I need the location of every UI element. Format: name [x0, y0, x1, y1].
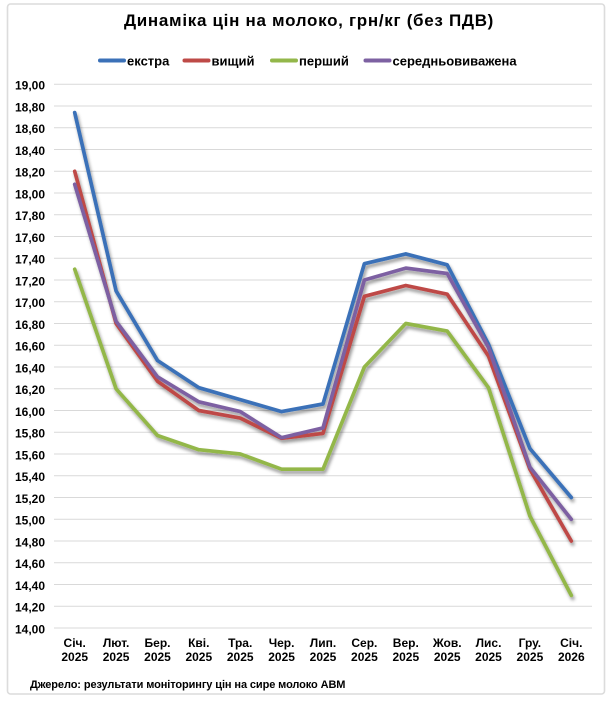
- svg-text:14,00: 14,00: [15, 622, 45, 636]
- svg-text:2026: 2026: [558, 650, 585, 664]
- svg-text:2025: 2025: [517, 650, 544, 664]
- svg-text:15,00: 15,00: [15, 514, 45, 528]
- svg-text:14,20: 14,20: [15, 601, 45, 615]
- svg-text:16,80: 16,80: [15, 318, 45, 332]
- svg-text:14,80: 14,80: [15, 535, 45, 549]
- svg-text:16,20: 16,20: [15, 383, 45, 397]
- svg-text:екстра: екстра: [127, 54, 170, 69]
- svg-text:15,80: 15,80: [15, 427, 45, 441]
- svg-text:18,20: 18,20: [15, 166, 45, 180]
- svg-text:Лип.: Лип.: [310, 636, 336, 650]
- svg-text:17,00: 17,00: [15, 296, 45, 310]
- svg-text:середньовиважена: середньовиважена: [393, 54, 518, 69]
- svg-text:2025: 2025: [268, 650, 295, 664]
- svg-text:Гру.: Гру.: [519, 636, 541, 650]
- svg-text:перший: перший: [299, 54, 349, 69]
- svg-text:Сер.: Сер.: [351, 636, 377, 650]
- svg-text:Лют.: Лют.: [103, 636, 130, 650]
- svg-text:17,40: 17,40: [15, 253, 45, 267]
- svg-text:Динаміка цін на молоко, грн/кг: Динаміка цін на молоко, грн/кг (без ПДВ): [124, 11, 494, 30]
- svg-text:2025: 2025: [434, 650, 461, 664]
- svg-text:2025: 2025: [61, 650, 88, 664]
- svg-text:17,20: 17,20: [15, 274, 45, 288]
- svg-text:2025: 2025: [475, 650, 502, 664]
- svg-text:17,80: 17,80: [15, 209, 45, 223]
- svg-text:14,60: 14,60: [15, 557, 45, 571]
- svg-text:18,40: 18,40: [15, 144, 45, 158]
- svg-text:14,40: 14,40: [15, 579, 45, 593]
- svg-text:2025: 2025: [351, 650, 378, 664]
- svg-text:Січ.: Січ.: [560, 636, 582, 650]
- svg-text:16,00: 16,00: [15, 405, 45, 419]
- svg-text:17,60: 17,60: [15, 231, 45, 245]
- svg-text:Вер.: Вер.: [393, 636, 419, 650]
- svg-text:18,80: 18,80: [15, 100, 45, 114]
- svg-text:15,60: 15,60: [15, 448, 45, 462]
- svg-text:Бер.: Бер.: [145, 636, 171, 650]
- svg-text:18,60: 18,60: [15, 122, 45, 136]
- svg-text:2025: 2025: [392, 650, 419, 664]
- svg-text:16,60: 16,60: [15, 340, 45, 354]
- svg-text:2025: 2025: [144, 650, 171, 664]
- svg-text:2025: 2025: [185, 650, 212, 664]
- svg-text:16,40: 16,40: [15, 361, 45, 375]
- svg-text:15,40: 15,40: [15, 470, 45, 484]
- svg-text:15,20: 15,20: [15, 492, 45, 506]
- svg-text:2025: 2025: [103, 650, 130, 664]
- svg-text:Лис.: Лис.: [476, 636, 502, 650]
- svg-text:Жов.: Жов.: [432, 636, 462, 650]
- svg-text:2025: 2025: [227, 650, 254, 664]
- svg-text:2025: 2025: [310, 650, 337, 664]
- svg-text:вищий: вищий: [212, 54, 255, 69]
- svg-text:Січ.: Січ.: [64, 636, 86, 650]
- svg-text:18,00: 18,00: [15, 187, 45, 201]
- svg-text:Тра.: Тра.: [228, 636, 252, 650]
- svg-text:Чер.: Чер.: [269, 636, 295, 650]
- svg-text:19,00: 19,00: [15, 79, 45, 93]
- svg-text:Кві.: Кві.: [188, 636, 209, 650]
- svg-text:Джерело: результати моніторин: Джерело: результати моніторингу цін на с…: [30, 679, 345, 691]
